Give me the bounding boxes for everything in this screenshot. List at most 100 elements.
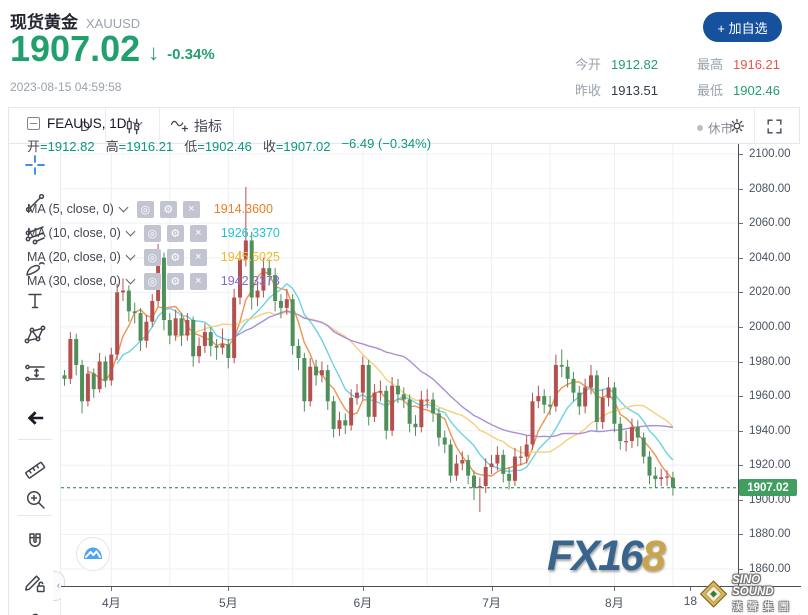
fullscreen-icon bbox=[766, 118, 782, 134]
trend-line-tool[interactable] bbox=[21, 189, 49, 217]
zoom-in-tool[interactable] bbox=[21, 485, 49, 513]
ma-settings-button[interactable]: ⚙ bbox=[159, 200, 177, 218]
measure-tool[interactable] bbox=[21, 453, 49, 481]
interval-button[interactable]: D bbox=[79, 118, 91, 134]
time-axis-label: 18 bbox=[683, 594, 698, 608]
time-axis-label: 5月 bbox=[218, 596, 238, 610]
undo-back-button[interactable] bbox=[21, 404, 49, 432]
candlestick-series bbox=[62, 186, 675, 512]
quote-header: 现货黄金 XAUUSD 1907.02 ↓ -0.34% 2023-08-15 … bbox=[0, 0, 808, 107]
legend-symbol: FEAUUS, 1D bbox=[47, 116, 127, 131]
lock-all-tool[interactable] bbox=[21, 608, 49, 615]
chart-legend[interactable]: FEAUUS, 1D bbox=[27, 116, 142, 131]
ma-value: 1945.5025 bbox=[220, 250, 280, 264]
chevron-down-icon[interactable] bbox=[125, 274, 136, 285]
magnet-icon bbox=[29, 533, 41, 547]
chart-widget: D 指标 bbox=[8, 107, 801, 615]
ma-30-row: MA (30, close, 0) ◎ ⚙ × 1942.3373 bbox=[27, 272, 280, 290]
ma-visibility-button[interactable]: ◎ bbox=[143, 224, 161, 242]
magnet-tool[interactable] bbox=[21, 528, 49, 556]
ma-10-row: MA (10, close, 0) ◎ ⚙ × 1926.3370 bbox=[27, 224, 280, 242]
padlock-open-icon bbox=[32, 613, 39, 615]
settings-button[interactable] bbox=[720, 108, 754, 144]
text-tool[interactable] bbox=[21, 287, 49, 315]
ma-5-row: MA (5, close, 0) ◎ ⚙ × 1914.3600 bbox=[27, 200, 273, 218]
xabcd-pattern-icon bbox=[24, 325, 46, 344]
fullscreen-button[interactable] bbox=[757, 108, 791, 144]
price-axis[interactable]: 2100.00 2080.00 2060.00 2040.00 2020.00 2000.… bbox=[738, 144, 801, 586]
ma-visibility-button[interactable]: ◎ bbox=[143, 248, 161, 266]
pattern-tool[interactable] bbox=[21, 321, 49, 349]
market-status: 休市 bbox=[696, 118, 733, 137]
crosshair-icon bbox=[25, 155, 45, 175]
brush-icon bbox=[26, 262, 45, 276]
symbol-name: 现货黄金 bbox=[10, 13, 78, 32]
price-axis-label: 1940.00 bbox=[749, 424, 791, 437]
price-row: 1907.02 ↓ -0.34% bbox=[10, 28, 215, 70]
chevron-down-icon[interactable] bbox=[125, 226, 136, 237]
ma-visibility-button[interactable]: ◎ bbox=[136, 200, 154, 218]
chart-provider-logo[interactable] bbox=[75, 536, 111, 572]
legend-ohlc: 开=1912.82 高=1916.21 低=1902.46 收=1907.02 −6.4… bbox=[27, 136, 431, 155]
magnifier-plus-icon bbox=[26, 490, 45, 509]
indicators-label: 指标 bbox=[194, 118, 222, 134]
price-axis-label: 1960.00 bbox=[749, 390, 791, 403]
stat-今开: 今开 1912.82 bbox=[575, 57, 659, 72]
ohlc-低: 低=1902.46 bbox=[184, 139, 252, 154]
drawing-lock-tool[interactable] bbox=[21, 568, 49, 596]
chart-style-button[interactable] bbox=[109, 108, 157, 144]
chart-plot-area[interactable] bbox=[61, 144, 738, 586]
ma-settings-button[interactable]: ⚙ bbox=[166, 272, 184, 290]
legend-collapse-icon[interactable] bbox=[27, 117, 40, 130]
ohlc-change: −6.49 (−0.34%) bbox=[341, 136, 432, 151]
price-axis-label: 1860.00 bbox=[749, 563, 791, 575]
price-axis-label: 2060.00 bbox=[749, 217, 791, 230]
ma-delete-button[interactable]: × bbox=[182, 200, 200, 218]
brush-tool[interactable] bbox=[21, 255, 49, 283]
time-axis-label: 4月 bbox=[101, 596, 121, 610]
indicators-button[interactable]: 指标 bbox=[161, 108, 229, 144]
ma-label: MA (10, close, 0) bbox=[27, 226, 121, 240]
chart-toolbar: D 指标 bbox=[9, 108, 799, 144]
time-axis-label: 8月 bbox=[605, 596, 624, 610]
ma-20-row: MA (20, close, 0) ◎ ⚙ × 1945.5025 bbox=[27, 248, 280, 266]
ohlc-收: 收=1907.02 bbox=[262, 139, 331, 154]
quote-timestamp: 2023-08-15 04:59:58 bbox=[10, 80, 122, 94]
chevron-down-icon[interactable] bbox=[132, 117, 142, 127]
projection-tool[interactable] bbox=[21, 359, 49, 387]
price-axis-label: 1900.00 bbox=[749, 493, 791, 506]
ma-20-line bbox=[175, 311, 674, 455]
ma-value: 1914.3600 bbox=[213, 202, 273, 216]
pencil-lock-icon bbox=[25, 575, 45, 593]
crosshair-tool[interactable] bbox=[21, 151, 49, 179]
ma-label: MA (30, close, 0) bbox=[27, 274, 121, 288]
gear-icon bbox=[729, 118, 745, 134]
ma-settings-button[interactable]: ⚙ bbox=[166, 248, 184, 266]
time-axis-label: 7月 bbox=[482, 596, 501, 610]
change-percent: -0.34% bbox=[167, 45, 215, 63]
price-axis-label: 2020.00 bbox=[749, 286, 791, 299]
chevron-down-icon[interactable] bbox=[118, 202, 129, 213]
ma-delete-button[interactable]: × bbox=[189, 272, 207, 290]
time-axis[interactable]: 4月 5月 6月 7月 8月 18 bbox=[61, 586, 801, 614]
ma-delete-button[interactable]: × bbox=[189, 248, 207, 266]
ma-30-line bbox=[233, 310, 674, 438]
ma-delete-button[interactable]: × bbox=[189, 224, 207, 242]
price-axis-label: 1980.00 bbox=[749, 355, 791, 368]
projection-icon bbox=[25, 364, 45, 382]
price-axis-label: 2100.00 bbox=[749, 148, 791, 160]
ma-visibility-button[interactable]: ◎ bbox=[143, 272, 161, 290]
add-watchlist-button[interactable]: + 加自选 bbox=[703, 12, 782, 42]
gann-fib-tool[interactable] bbox=[21, 221, 49, 249]
stat-昨收: 昨收 1913.51 bbox=[575, 83, 659, 98]
chevron-down-icon[interactable] bbox=[125, 250, 136, 261]
symbol-code: XAUUSD bbox=[86, 16, 141, 31]
ma-value: 1942.3373 bbox=[220, 274, 280, 288]
text-icon bbox=[28, 293, 42, 309]
price-axis-label: 1920.00 bbox=[749, 459, 791, 472]
status-dot-icon bbox=[696, 124, 703, 131]
price-axis-label: 2080.00 bbox=[749, 182, 791, 195]
stat-最低: 最低 1902.46 bbox=[697, 83, 781, 98]
fib-lines-icon bbox=[25, 226, 45, 245]
ma-settings-button[interactable]: ⚙ bbox=[166, 224, 184, 242]
